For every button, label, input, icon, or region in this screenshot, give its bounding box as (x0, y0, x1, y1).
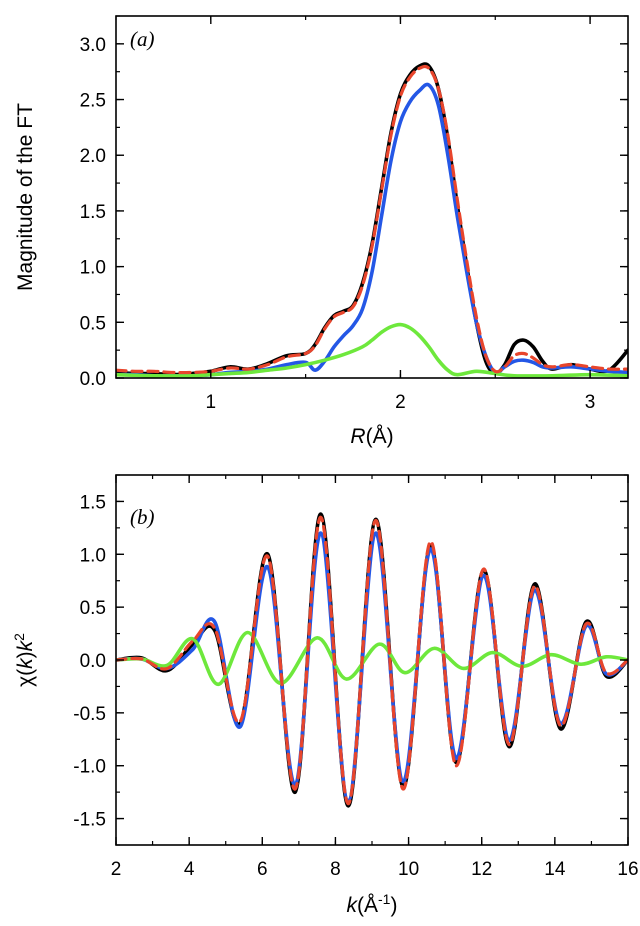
x-axis-label: R(Å) (350, 425, 393, 448)
y-axis-label: χ(k)k2 (11, 633, 37, 687)
y-tick-label: -1.5 (73, 810, 106, 831)
series-line-2 (116, 531, 628, 803)
y-tick-label: -1.0 (73, 757, 106, 778)
y-tick-label: 0.5 (80, 598, 106, 619)
panel-tag: (b) (130, 505, 155, 529)
series-line-3 (116, 630, 628, 687)
series-line-1 (116, 64, 628, 375)
x-tick-label: 2 (395, 392, 406, 413)
y-tick-label: 0.0 (80, 369, 106, 390)
y-tick-label: 2.5 (80, 91, 106, 112)
y-tick-label: 2.0 (80, 146, 106, 167)
y-tick-label: 1.0 (80, 545, 106, 566)
x-tick-label: 8 (330, 859, 341, 880)
series-group (116, 62, 628, 378)
panel-a: 0.0 0.5 1.0 1.5 2.0 2.5 3.0 1 2 3 (a) R(Å) Magnitude… (14, 15, 629, 448)
x-tick-label: 4 (184, 859, 195, 880)
x-tick-label: 12 (471, 859, 492, 880)
y-tick-label: 0.5 (80, 313, 106, 334)
x-axis-label: k(Å-1) (347, 891, 398, 917)
x-tick-label: 3 (585, 392, 596, 413)
y-tick-label: 1.5 (80, 202, 106, 223)
x-tick-label: 2 (111, 859, 122, 880)
plot-frame (115, 15, 629, 379)
y-tick-label: 1.0 (80, 258, 106, 279)
y-tick-label: 0.0 (80, 651, 106, 672)
x-tick-label: 1 (206, 392, 217, 413)
x-tick-label: 6 (257, 859, 268, 880)
panel-b: -1.5 -1.0 -0.5 0.0 0.5 1.0 1.5 2 4 6 8 10 12 14 16 (b) k… (11, 474, 639, 917)
series-line-2 (116, 82, 628, 378)
series-line-0 (116, 62, 628, 377)
series-line-1 (116, 515, 628, 806)
series-line-3 (116, 322, 628, 378)
y-tick-label: -0.5 (73, 704, 106, 725)
y-tick-label: 1.5 (80, 492, 106, 513)
x-tick-label: 10 (398, 859, 419, 880)
x-tick-label: 16 (617, 859, 638, 880)
panel-tag: (a) (130, 27, 155, 51)
y-tick-label: 3.0 (80, 35, 106, 56)
y-axis-label: Magnitude of the FT (14, 103, 37, 291)
series-group (116, 512, 628, 808)
x-tick-label: 14 (544, 859, 566, 880)
